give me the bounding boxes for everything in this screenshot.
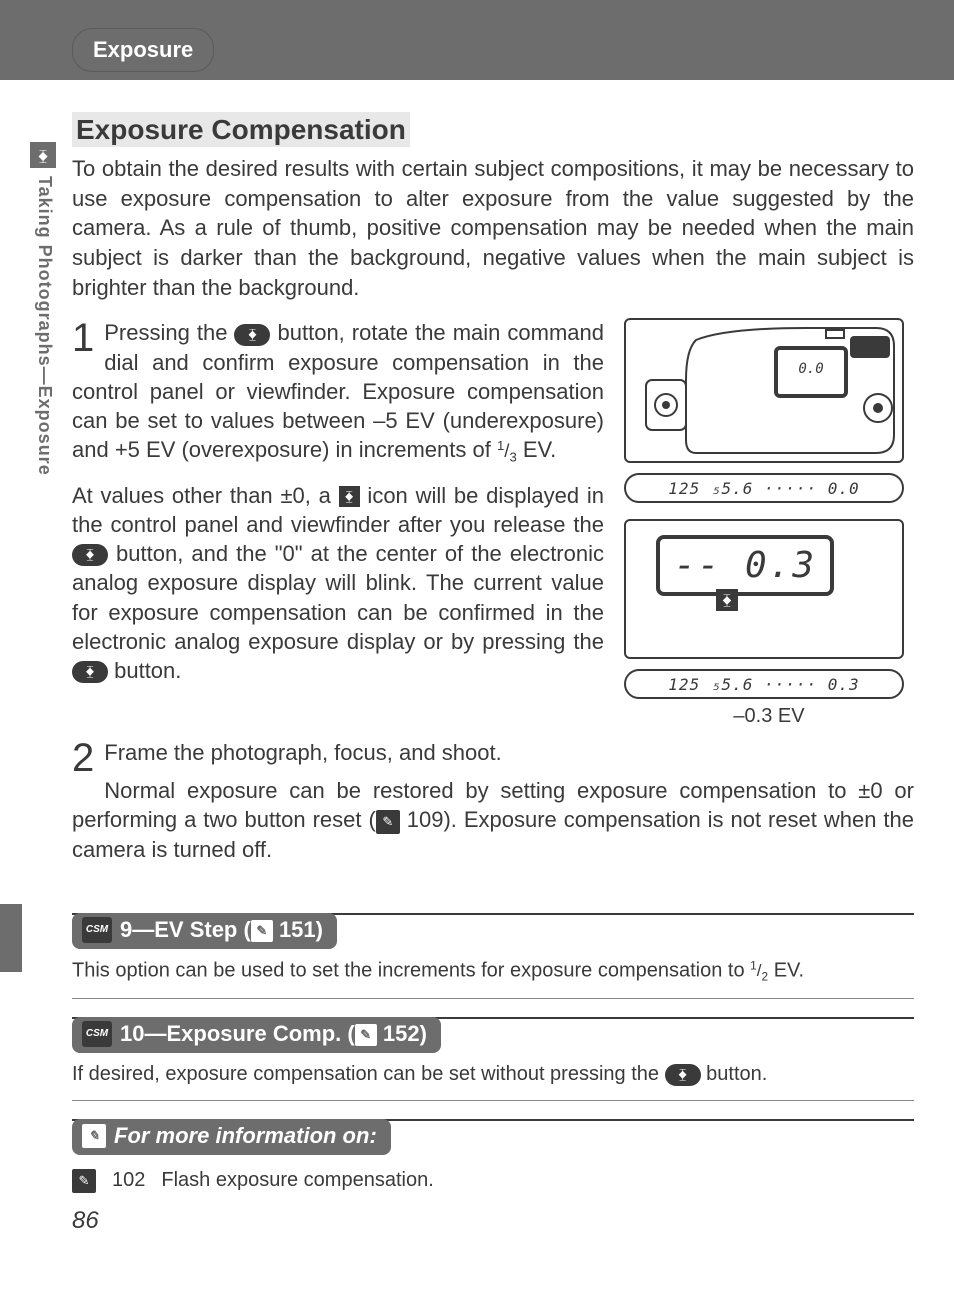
side-accent-bar <box>0 904 22 972</box>
step-1-para-1: 1 Pressing the ⧱ button, rotate the main… <box>72 318 604 466</box>
illustration-column: 0.0 125 ₅5.6 ····· 0.0 -- 0.3 ⧱ 125 ₅5.6… <box>624 318 914 728</box>
viewfinder-strip-2: 125 ₅5.6 ····· 0.3 <box>624 669 904 699</box>
exp-comp-indicator-on-lcd: ⧱ <box>716 589 738 611</box>
page-ref-icon: ✎ <box>355 1024 377 1046</box>
csm-9-header: CSM 9—EV Step (✎ 151) <box>72 913 337 949</box>
page-header: Exposure <box>0 0 954 80</box>
csm-9-body: This option can be used to set the incre… <box>72 959 914 999</box>
exp-comp-button-icon: ⧱ <box>72 544 108 566</box>
exp-comp-button-icon: ⧱ <box>234 324 270 346</box>
exp-comp-button-icon: ⧱ <box>665 1064 701 1086</box>
xref-page: 102 <box>112 1169 145 1193</box>
svg-text:0.0: 0.0 <box>798 361 823 377</box>
step-2: 2 Frame the photograph, focus, and shoot… <box>72 738 914 767</box>
control-panel-value: -- 0.3 <box>656 535 834 596</box>
csm-10-header: CSM 10—Exposure Comp. (✎ 152) <box>72 1017 441 1053</box>
illustration-caption: –0.3 EV <box>624 705 914 728</box>
fraction-one-half: 1/2 <box>750 961 768 980</box>
page-ref-icon: ✎ <box>376 810 400 834</box>
step-1-number: 1 <box>72 318 94 358</box>
sidebar-section-label: Taking Photographs—Exposure <box>34 176 55 476</box>
page-ref-icon: ✎ <box>72 1169 96 1193</box>
xref-text: Flash exposure compensation. <box>161 1169 433 1193</box>
page-ref-icon: ✎ <box>251 920 273 942</box>
restore-paragraph: Normal exposure can be restored by setti… <box>72 776 914 865</box>
csm-10-body: If desired, exposure compensation can be… <box>72 1063 914 1101</box>
exposure-comp-icon: ⧱ <box>30 142 56 168</box>
viewfinder-strip-1: 125 ₅5.6 ····· 0.0 <box>624 473 904 503</box>
step-1-row: 1 Pressing the ⧱ button, rotate the main… <box>72 318 914 728</box>
sidebar: ⧱ Taking Photographs—Exposure <box>0 114 58 476</box>
more-info-section: ✎ For more information on: ✎ 102 Flash e… <box>72 1119 914 1193</box>
csm-icon: CSM <box>82 1021 112 1047</box>
exp-comp-button-icon: ⧱ <box>72 661 108 683</box>
fraction-one-third: 1/3 <box>497 440 517 461</box>
header-tab: Exposure <box>72 28 214 72</box>
page-ref-icon: ✎ <box>82 1124 106 1148</box>
exp-comp-indicator-icon: ⧱ <box>339 486 360 507</box>
page-number: 86 <box>72 1207 914 1235</box>
more-info-header: ✎ For more information on: <box>72 1119 391 1155</box>
csm-9-section: CSM 9—EV Step (✎ 151) This option can be… <box>72 913 914 999</box>
intro-paragraph: To obtain the desired results with certa… <box>72 154 914 302</box>
section-title: Exposure Compensation <box>72 112 410 147</box>
step-1-para-2: At values other than ±0, a ⧱ icon will b… <box>72 481 604 686</box>
camera-top-illustration: 0.0 <box>624 318 904 463</box>
control-panel-lcd: -- 0.3 ⧱ <box>624 519 904 659</box>
csm-icon: CSM <box>82 917 112 943</box>
csm-10-section: CSM 10—Exposure Comp. (✎ 152) If desired… <box>72 1017 914 1101</box>
step-2-number: 2 <box>72 738 94 778</box>
xref-row: ✎ 102 Flash exposure compensation. <box>72 1169 914 1193</box>
